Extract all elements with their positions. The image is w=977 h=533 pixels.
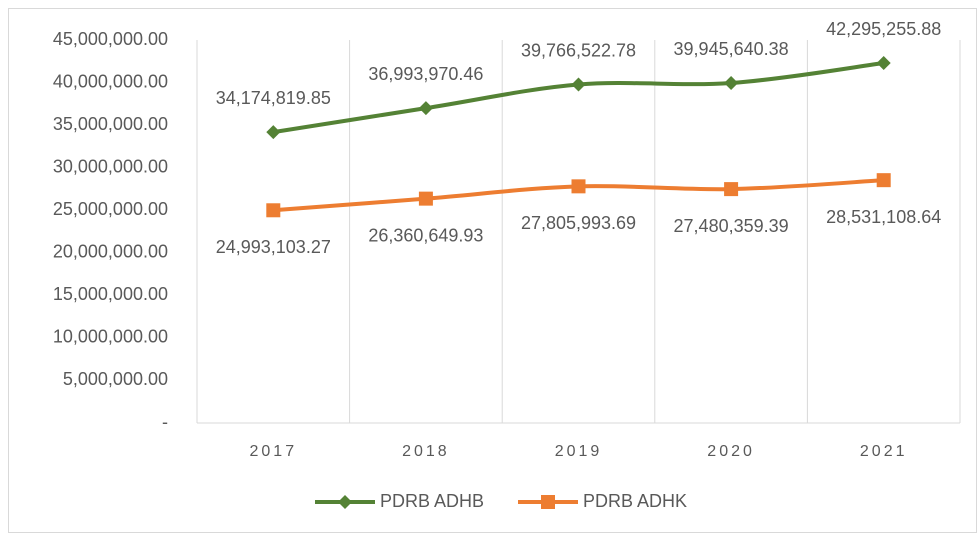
y-tick-label: 10,000,000.00 [53, 327, 168, 347]
marker [266, 125, 281, 140]
y-tick-label: 35,000,000.00 [53, 114, 168, 134]
x-tick-label: 2018 [402, 443, 450, 460]
marker [571, 179, 586, 194]
data-label: 39,945,640.38 [674, 39, 789, 59]
y-tick-label: 30,000,000.00 [53, 156, 168, 176]
data-label: 27,480,359.39 [674, 216, 789, 236]
legend-label: PDRB ADHB [380, 491, 484, 511]
marker [571, 77, 586, 92]
y-tick-label: 45,000,000.00 [53, 29, 168, 49]
data-label: 34,174,819.85 [216, 88, 331, 108]
x-tick-label: 2017 [250, 443, 298, 460]
legend-marker [338, 495, 352, 509]
data-label: 24,993,103.27 [216, 237, 331, 257]
data-label: 42,295,255.88 [826, 19, 941, 39]
x-tick-label: 2019 [555, 443, 603, 460]
marker [876, 56, 891, 71]
x-tick-label: 2021 [860, 443, 908, 460]
y-tick-label: 5,000,000.00 [63, 369, 168, 389]
legend-label: PDRB ADHK [583, 491, 687, 511]
series-line [271, 61, 886, 135]
y-tick-label: 20,000,000.00 [53, 242, 168, 262]
x-tick-label: 2020 [707, 443, 755, 460]
data-label: 27,805,993.69 [521, 213, 636, 233]
y-tick-label: - [162, 412, 168, 432]
marker [418, 101, 433, 116]
marker [418, 191, 433, 206]
marker [724, 76, 739, 91]
data-label: 28,531,108.64 [826, 207, 941, 227]
data-label: 39,766,522.78 [521, 40, 636, 60]
y-tick-label: 15,000,000.00 [53, 284, 168, 304]
y-tick-label: 25,000,000.00 [53, 199, 168, 219]
marker [266, 203, 281, 218]
data-label: 36,993,970.46 [368, 64, 483, 84]
data-label: 26,360,649.93 [368, 225, 483, 245]
marker [724, 182, 739, 197]
y-tick-label: 40,000,000.00 [53, 71, 168, 91]
legend-marker [541, 495, 555, 509]
marker [876, 173, 891, 188]
